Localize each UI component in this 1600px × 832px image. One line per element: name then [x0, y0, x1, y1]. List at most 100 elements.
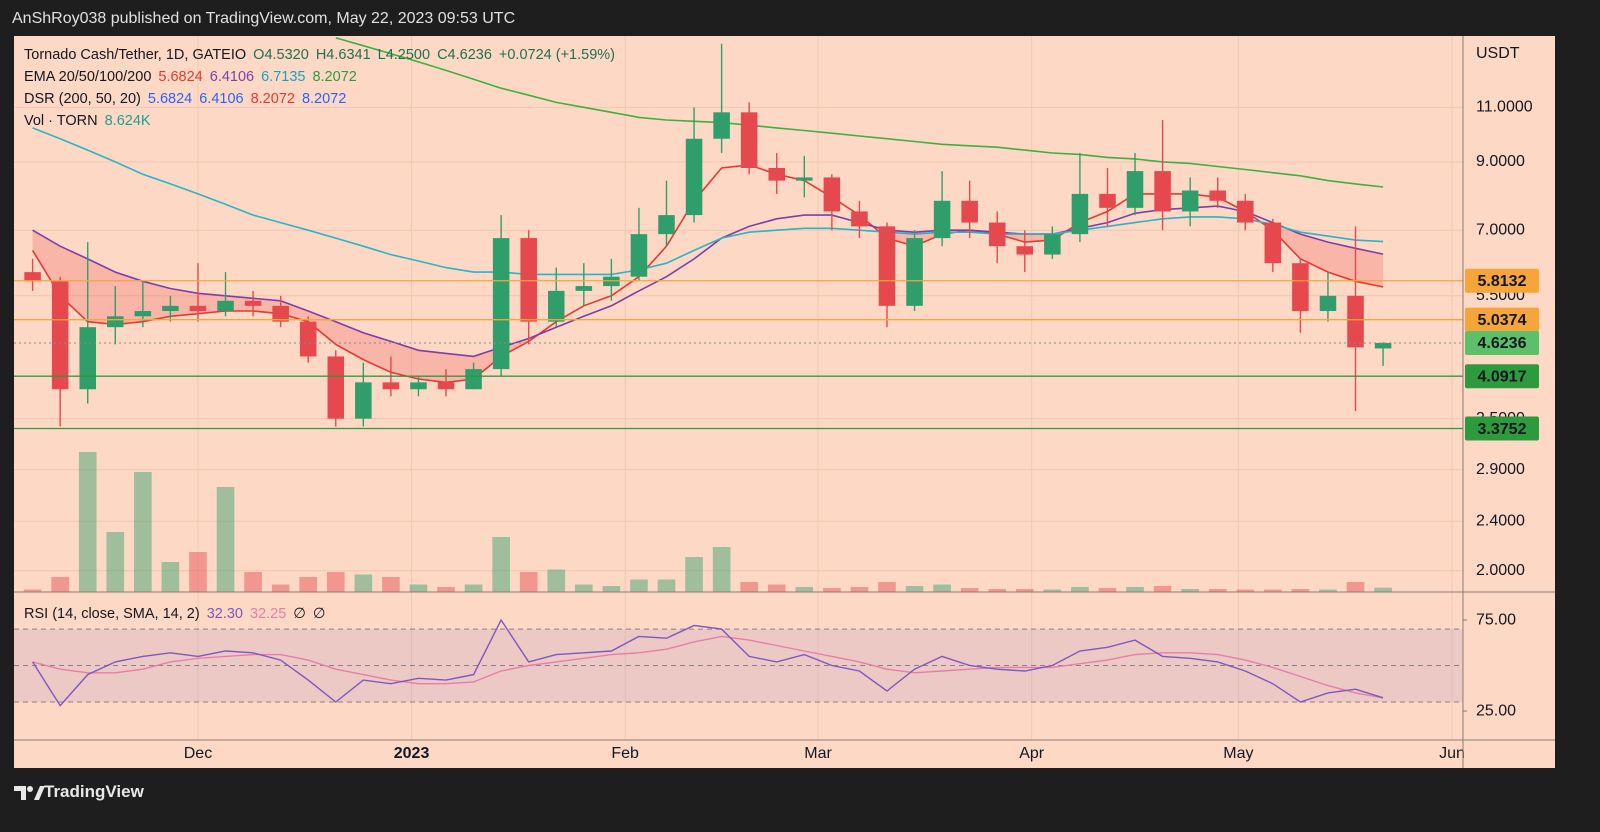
legend-readout: C4.6236 — [437, 47, 492, 63]
candle-body — [740, 112, 758, 168]
moving-average-line — [335, 37, 1384, 188]
candle-body — [603, 276, 620, 287]
volume-bar — [767, 584, 786, 592]
candle-body — [1126, 171, 1144, 208]
candle-body — [851, 211, 868, 227]
candle-body — [630, 234, 648, 277]
volume-bar — [299, 577, 318, 592]
candle-body — [272, 305, 289, 322]
volume-bar — [134, 472, 152, 592]
price-pane — [14, 37, 1463, 592]
volume-bar — [244, 572, 262, 592]
legend-readout: 8.624K — [104, 113, 151, 129]
legend-readout: ∅ — [293, 606, 306, 622]
volume-bar — [326, 572, 345, 592]
volume-bar — [712, 547, 731, 592]
candle-body — [520, 238, 537, 322]
cloud-fill — [32, 230, 61, 296]
candle-body — [244, 300, 262, 306]
candle-body — [79, 327, 96, 390]
price-level-badge — [1465, 364, 1539, 389]
candle-body — [961, 200, 978, 223]
legend-readout: 8.2072 — [250, 91, 295, 107]
volume-bar — [988, 589, 1007, 592]
legend: Tornado Cash/Tether, 1D, GATEIO O4.5320 H4… — [24, 44, 622, 132]
legend-readout: 6.7135 — [261, 69, 306, 85]
price-level-label: 3.3752 — [1478, 421, 1527, 438]
volume-bar — [161, 562, 180, 592]
legend-readout: 6.4106 — [209, 69, 255, 85]
candle-body — [1044, 234, 1061, 255]
legend-row: Vol · TORN 8.624K — [24, 110, 622, 132]
legend-row: RSI (14, close, SMA, 14, 2) 32.30 32.25 ∅ ∅ — [24, 603, 333, 625]
x-tick-label: Apr — [1019, 745, 1045, 762]
candle-body — [410, 382, 427, 390]
y-tick-label: 2.9000 — [1476, 461, 1525, 478]
volume-bar — [1071, 587, 1089, 592]
volume-bar — [850, 587, 869, 592]
candle-body — [823, 177, 841, 212]
candle-body — [768, 167, 786, 181]
currency-label: USDT — [1476, 45, 1520, 62]
y-tick-label: 2.0000 — [1476, 562, 1525, 579]
moving-average-line — [32, 127, 1384, 276]
candle-body — [906, 238, 923, 306]
candle-body — [355, 382, 372, 419]
cloud-fill — [60, 246, 88, 322]
volume-bar — [1015, 589, 1034, 592]
volume-bar — [51, 577, 69, 592]
x-tick-label: Jun — [1439, 745, 1465, 762]
legend-label: Tornado Cash/Tether, 1D, GATEIO — [24, 47, 247, 63]
legend-row: DSR (200, 50, 20) 5.6824 6.4106 8.2072 8.207… — [24, 88, 622, 110]
publish-info: AnShRoy038 published on TradingView.com,… — [12, 10, 516, 27]
price-level-badge — [1465, 330, 1539, 355]
candle-body — [575, 286, 593, 291]
volume-bar — [1098, 588, 1117, 592]
price-level-badge — [1465, 307, 1539, 332]
candle-body — [1347, 295, 1364, 348]
volume-bar — [354, 574, 373, 592]
y-tick-label: 9.0000 — [1476, 153, 1525, 170]
volume-bar — [519, 572, 538, 592]
legend-readout: 5.6824 — [158, 69, 203, 85]
volume-bar — [547, 569, 566, 592]
y-tick-label: 11.0000 — [1476, 99, 1533, 116]
volume-bar — [464, 584, 483, 592]
candle-body — [465, 369, 482, 390]
legend-readout: O4.5320 — [253, 47, 309, 63]
rsi-tick-label: 75.00 — [1476, 611, 1516, 628]
candle-body — [382, 382, 400, 390]
rsi-pane — [14, 618, 1463, 707]
legend-readout: +0.0724 (+1.59%) — [498, 47, 615, 63]
candle-body — [1374, 342, 1392, 349]
candle-body — [162, 305, 179, 312]
volume-bar — [878, 582, 896, 592]
legend-readout: H4.6341 — [315, 47, 371, 63]
candle-body — [51, 281, 69, 390]
candle-body — [189, 305, 207, 312]
volume-bar — [1264, 589, 1282, 592]
cloud-fill — [87, 258, 116, 325]
candle-body — [1237, 200, 1254, 223]
price-level-label: 5.0374 — [1478, 312, 1527, 329]
volume-bar — [1346, 582, 1365, 592]
volume-bar — [189, 552, 207, 592]
volume-bar — [23, 589, 42, 592]
volume-bar — [657, 579, 676, 592]
legend-label: Vol · TORN — [24, 113, 98, 129]
volume-bar — [823, 588, 841, 592]
candle-body — [299, 321, 317, 357]
candle-body — [1016, 246, 1034, 255]
x-tick-label: Feb — [611, 745, 639, 762]
candle-body — [1181, 190, 1199, 212]
legend-label: DSR (200, 50, 20) — [24, 91, 141, 107]
candle-body — [134, 311, 152, 317]
legend-readout: 6.4106 — [199, 91, 244, 107]
legend-label: RSI (14, close, SMA, 14, 2) — [24, 606, 200, 622]
rsi-line — [32, 618, 1384, 707]
volume-bar — [1208, 589, 1227, 592]
volume-bar — [740, 582, 758, 592]
volume-bar — [437, 587, 455, 592]
volume-bar — [933, 584, 951, 592]
candle-body — [988, 222, 1006, 247]
